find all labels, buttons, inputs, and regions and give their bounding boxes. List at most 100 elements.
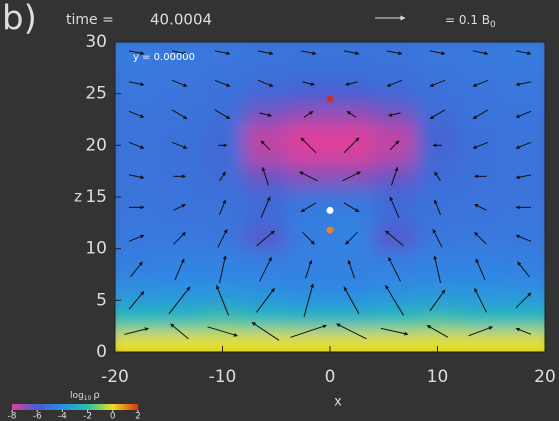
colorbar-segment xyxy=(50,404,53,410)
density-cell xyxy=(416,331,460,352)
colorbar-segment xyxy=(80,404,83,410)
field-arrow xyxy=(515,292,532,309)
field-arrow xyxy=(429,109,446,120)
density-cell xyxy=(373,269,417,291)
density-cell xyxy=(416,83,460,105)
density-cell xyxy=(502,62,545,84)
field-arrow xyxy=(474,203,487,211)
colorbar-segment xyxy=(20,404,23,410)
density-cell xyxy=(201,310,245,332)
field-arrow xyxy=(517,261,530,278)
field-arrow xyxy=(128,110,145,118)
density-cell xyxy=(330,186,374,208)
colorbar-segment xyxy=(88,404,91,410)
density-cell xyxy=(201,269,245,291)
density-cell xyxy=(373,207,417,229)
density-cell xyxy=(287,331,331,352)
colorbar-segment xyxy=(98,404,101,410)
colorbar-tick-label: -6 xyxy=(33,412,42,421)
colorbar-segment xyxy=(92,404,95,410)
density-cell xyxy=(373,186,417,208)
colorbar-segment xyxy=(136,404,139,410)
density-cell xyxy=(244,62,288,84)
colorbar-segment xyxy=(44,404,47,410)
colorbar-segment xyxy=(34,404,37,410)
colorbar-segment xyxy=(118,404,121,410)
field-arrow xyxy=(434,171,441,182)
density-cell xyxy=(158,186,202,208)
field-arrow xyxy=(343,286,360,315)
x-tick-label: 10 xyxy=(427,367,449,387)
field-arrow xyxy=(429,50,446,56)
colorbar-segment xyxy=(12,404,15,410)
field-arrow xyxy=(217,228,228,248)
colorbar-segment xyxy=(54,404,57,410)
density-cell xyxy=(115,331,159,352)
density-cell xyxy=(287,124,331,146)
density-cell xyxy=(201,248,245,270)
density-cell xyxy=(287,310,331,332)
field-arrow xyxy=(257,50,274,56)
field-arrow xyxy=(174,258,185,281)
y-tick-label: 20 xyxy=(85,135,107,155)
colorbar-segment xyxy=(110,404,113,410)
colorbar-tick-label: 0 xyxy=(110,412,116,421)
field-arrow xyxy=(130,261,143,278)
field-arrow xyxy=(389,196,400,219)
colorbar-label-sub: 10 xyxy=(84,395,92,402)
x-tick-label: -10 xyxy=(209,367,237,387)
field-arrow xyxy=(472,50,489,56)
density-cell xyxy=(373,248,417,270)
x-tick-label: -20 xyxy=(101,367,129,387)
density-cell xyxy=(201,207,245,229)
density-cell xyxy=(244,248,288,270)
density-cell xyxy=(459,83,503,105)
field-arrow xyxy=(128,234,145,242)
time-value: 40.0004 xyxy=(150,11,212,29)
colorbar-segment xyxy=(66,404,69,410)
colorbar-segment xyxy=(14,404,17,410)
field-arrow xyxy=(380,327,409,336)
field-arrow xyxy=(515,50,532,56)
field-arrow xyxy=(261,166,269,186)
field-arrow xyxy=(300,202,317,213)
density-cell xyxy=(459,186,503,208)
colorbar-segment xyxy=(48,404,51,410)
density-cell xyxy=(373,124,417,146)
field-arrow xyxy=(515,174,532,180)
colorbar-tick-label: -2 xyxy=(83,412,92,421)
colorbar-segment xyxy=(58,404,61,410)
density-cell xyxy=(115,248,159,270)
colorbar-segment xyxy=(134,404,137,410)
density-cell xyxy=(287,145,331,167)
colorbar-segment xyxy=(52,404,55,410)
field-arrow xyxy=(300,137,317,154)
density-cell xyxy=(416,62,460,84)
density-cell xyxy=(115,62,159,84)
density-cell xyxy=(416,269,460,291)
density-cell xyxy=(416,124,460,146)
field-arrow xyxy=(468,326,493,337)
density-cell xyxy=(287,269,331,291)
field-arrow xyxy=(432,228,443,248)
field-arrow xyxy=(303,110,314,118)
colorbar-segment xyxy=(24,404,27,410)
field-arrow xyxy=(128,174,145,180)
field-arrow xyxy=(388,256,401,282)
colorbar-segment xyxy=(122,404,125,410)
field-arrow xyxy=(207,326,238,337)
colorbar-segment xyxy=(96,404,99,410)
field-arrow xyxy=(472,109,489,120)
time-label: time = xyxy=(66,12,114,28)
marker-point xyxy=(326,95,334,103)
field-arrow xyxy=(515,327,532,335)
field-arrow xyxy=(128,291,145,310)
density-cell xyxy=(158,62,202,84)
field-arrow xyxy=(336,323,367,340)
field-arrow xyxy=(346,110,357,118)
y-tick-label: 0 xyxy=(96,342,107,362)
density-cell xyxy=(244,145,288,167)
density-cell xyxy=(330,124,374,146)
field-arrow xyxy=(173,203,186,211)
density-map xyxy=(115,42,545,352)
